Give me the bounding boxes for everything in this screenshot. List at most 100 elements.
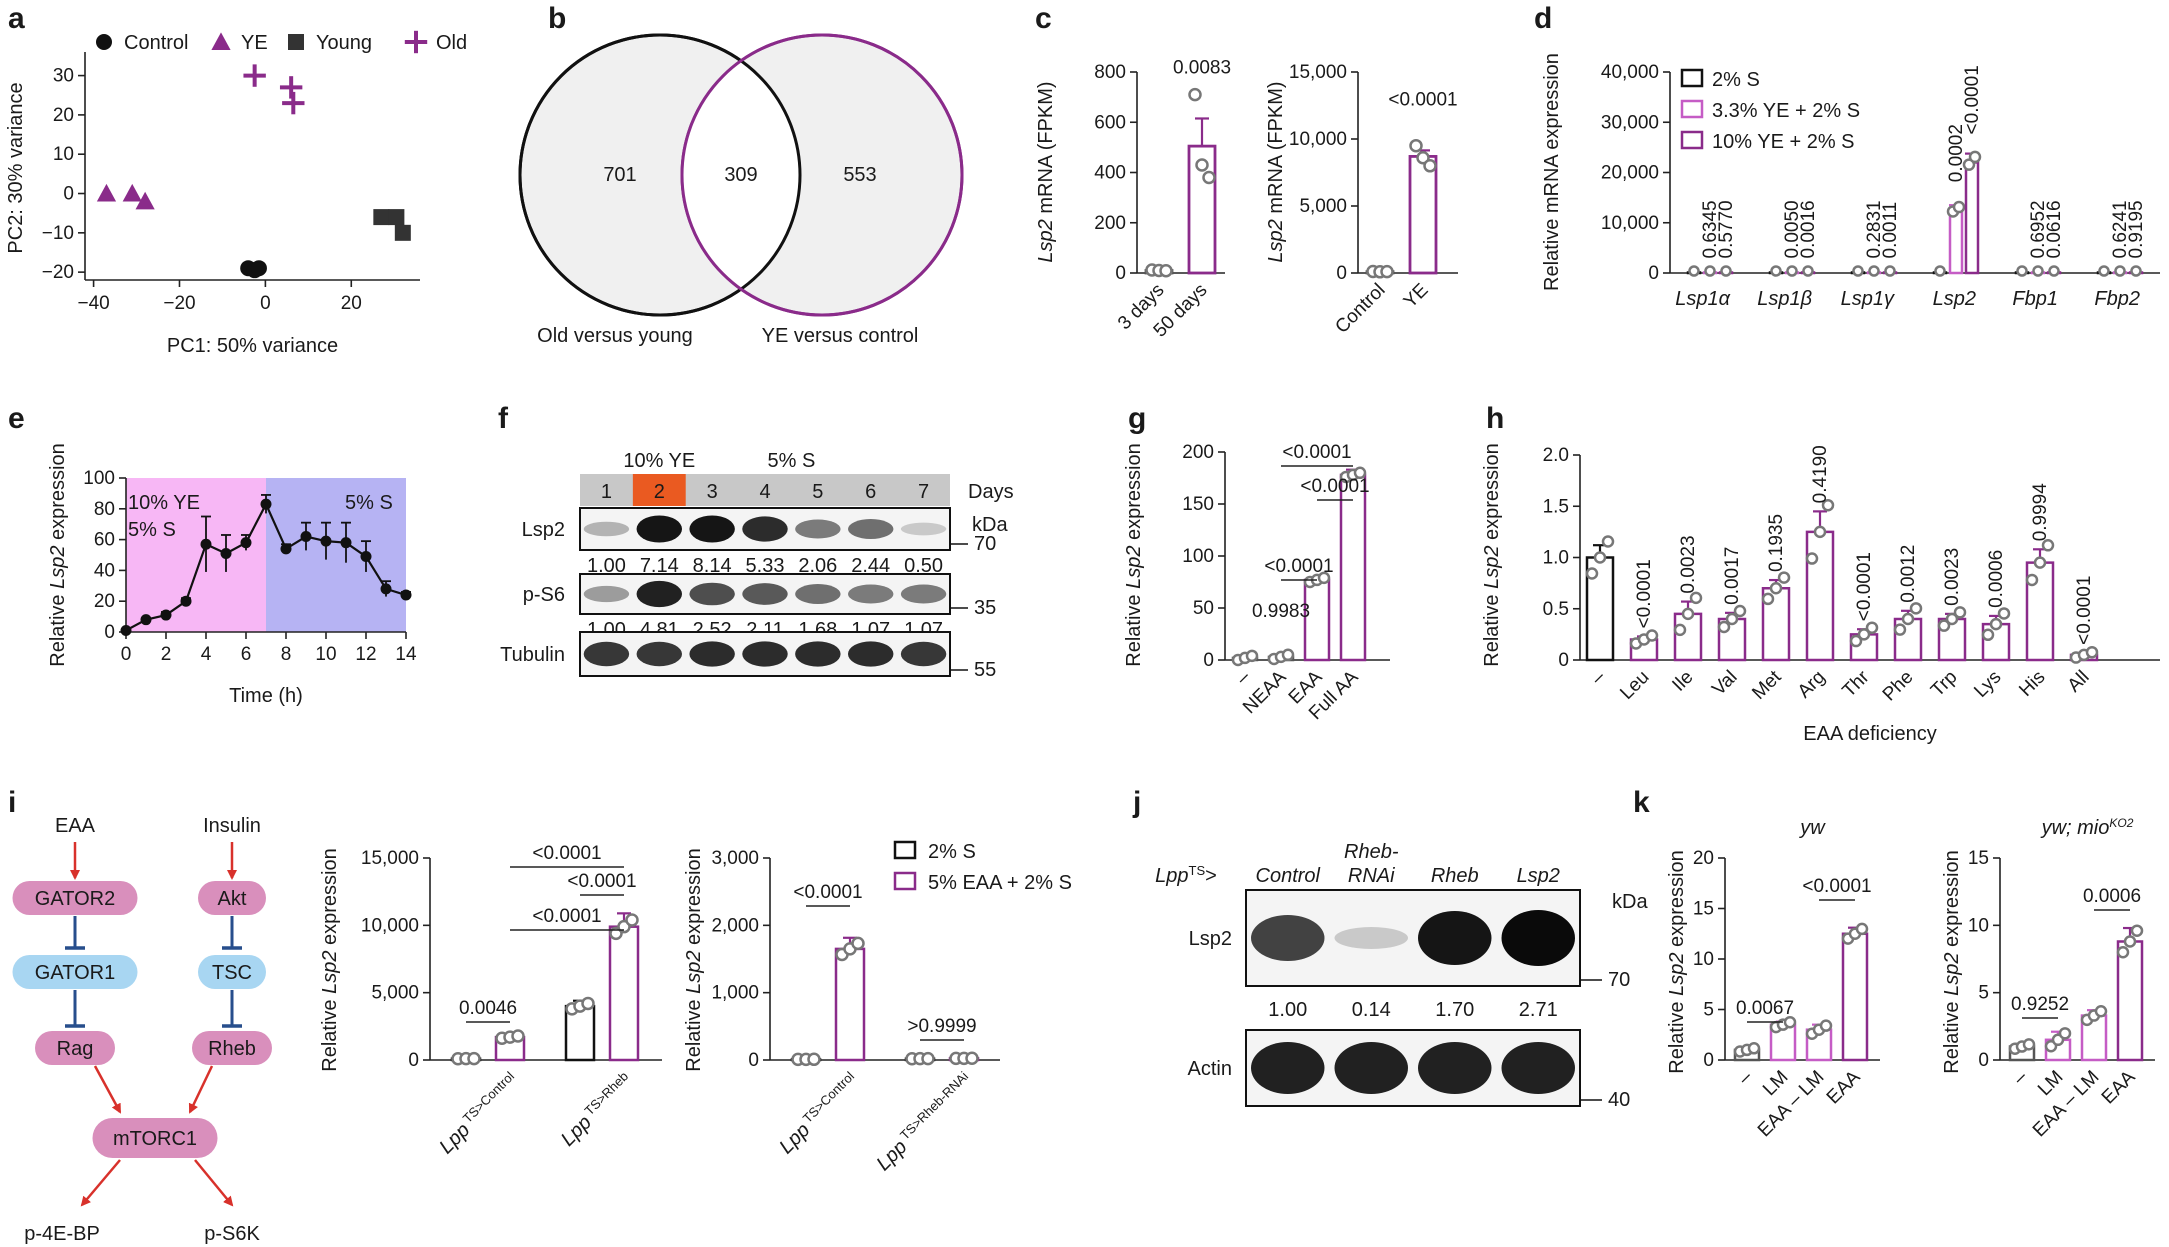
data-point [2123,935,2137,948]
blot-row-label: Actin [1188,1058,1232,1080]
y-tick-label: −20 [42,262,74,283]
blot-row-label: Lsp2 [522,519,565,541]
significance-label: <0.0001 [532,843,601,864]
data-point [2130,265,2142,277]
data-point [2085,645,2099,659]
western-blot-j: LppTS> Control Rheb- Rheb Lsp2 RNAi kDa Lsp2 70 1… [1155,841,1648,1111]
g-y-tick-label: 50 [1193,598,1214,619]
x-tick-label: 20 [341,293,362,314]
data-point [807,1052,821,1067]
x-tick-label: Thr [1839,666,1874,701]
lane-number: 3 [707,481,718,503]
data-point [1416,151,1430,165]
bar [1841,932,1869,1062]
data-point [1704,265,1716,277]
data-point [1317,571,1331,585]
rheb-chart-1: 0 1,000 2,000 3,000 Relative Lsp2 expression… [683,848,1000,1175]
significance-label: 0.5770 [1716,200,1737,258]
significance-label: 0.0011 [1880,202,1901,259]
x-tick-label: 0 [121,644,132,665]
data-point [1901,612,1915,626]
node-rheb: Rheb [208,1038,256,1060]
node-akt: Akt [218,888,247,910]
data-point [1981,628,1995,642]
data-point [1720,265,1732,277]
c1-y-tick-label: 5,000 [1299,196,1347,217]
legend-label: 2% S [1712,69,1760,91]
node-gator2-shape [12,881,138,915]
chart-title-part-0: yw; mio [2040,817,2110,839]
lane-prefix-part-0: Lpp [1155,865,1188,887]
x-axis-label: PC1: 50% variance [167,335,338,357]
x-tick-label: – [2009,1066,2032,1089]
significance-label: 0.6241 [2110,200,2131,258]
data-point [1769,582,1783,595]
bar [1673,612,1703,662]
legend-label: 10% YE + 2% S [1712,131,1855,153]
line-point [360,551,372,563]
i1-y-tick-label: 1,000 [711,983,759,1004]
g-y-tick-label: 0 [1203,650,1214,671]
data-point [2022,1038,2036,1051]
scatter-point-control [250,260,267,277]
y-axis-label-part-1: Lsp2 [47,546,69,589]
x-tick-label: 4 [201,644,212,665]
d-y-tick-label: 20,000 [1601,163,1659,184]
blot-band [900,522,947,536]
chart-title-part-0: yw [1798,817,1826,839]
data-point [1725,612,1739,626]
data-point [1868,265,1880,277]
line-point [380,583,392,595]
significance-label: <0.0001 [1282,442,1351,463]
blot-band [636,515,683,543]
blot-band [689,582,735,606]
y-tick-label: −10 [42,223,74,244]
western-blot-f: 10% YE 5% S 1 2 3 4 5 6 7 Days kDa Lsp2 70 1.00 7.14 8.… [500,450,1013,681]
activation-arrow [93,1065,122,1114]
venn-overlap-count: 309 [724,164,757,186]
data-point [921,1051,935,1066]
data-point [1423,159,1437,173]
data-point [851,936,865,951]
x-tick-label: His [2015,667,2049,701]
blot-band [1418,1042,1492,1094]
data-point [1717,620,1731,634]
x-axis-label: EAA deficiency [1803,723,1936,745]
data-point [2025,573,2039,587]
significance-label: <0.0001 [1634,559,1655,628]
lane-label: Rheb [1431,865,1479,887]
kda-label: kDa [1612,891,1648,913]
significance-label: 0.4190 [1810,445,1831,503]
band-quant: 2.71 [1519,999,1558,1021]
data-point [1681,607,1695,621]
x-tick-label: 8 [281,644,292,665]
data-point [511,1029,525,1043]
x-tick-label: – [1587,666,1610,689]
significance-label: <0.0001 [567,871,636,892]
x-tick-label: Met [1748,666,1786,704]
significance-label: <0.0001 [793,882,862,903]
y-tick-label: 0 [63,184,74,205]
blot-band [689,641,735,667]
data-point [1952,200,1966,214]
x-tick-label: Leu [1616,667,1653,704]
data-point [1953,606,1967,619]
x-tick-label: Lys [1970,667,2005,702]
d-y-tick-label: 30,000 [1601,112,1659,133]
legend-swatch [1680,68,1704,88]
blot-band [795,641,841,667]
lane-label-line2: RNAi [1348,865,1395,887]
significance-label: 0.9994 [2030,483,2051,542]
blot-band [1334,1042,1408,1094]
data-point [1865,621,1879,634]
data-point [2032,265,2044,277]
y-axis-label: Lsp2 mRNA (FPKM) [1035,81,1057,262]
line-point [400,589,412,601]
bar [1408,155,1438,275]
blot-band [689,515,735,543]
k0-y-tick-label: 10 [1693,949,1714,970]
y-axis-label-part-0: Relative [319,994,341,1072]
significance-label: <0.0001 [1962,65,1983,134]
panel-letter-h: h [1486,402,1504,435]
legend-label: YE [241,32,268,54]
